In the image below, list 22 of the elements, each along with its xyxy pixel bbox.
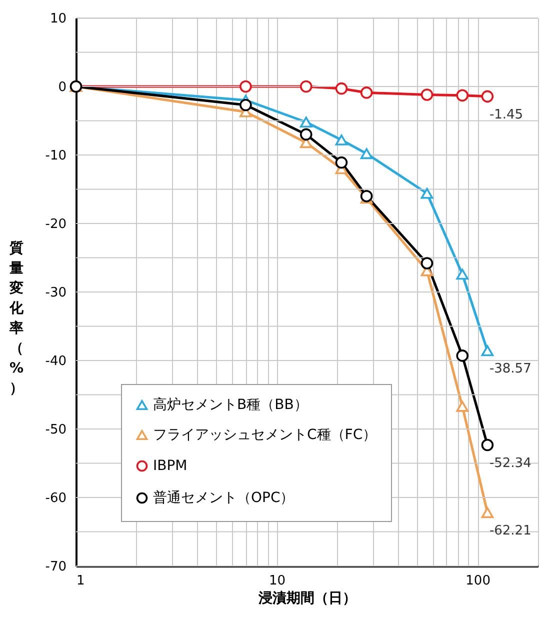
x-tick-label: 100 (466, 574, 490, 588)
y-tick-label: -10 (45, 148, 66, 164)
y-tick-label: -40 (45, 354, 66, 369)
y-tick-label: -60 (45, 491, 66, 506)
data-label: -52.34 (489, 456, 532, 472)
y-tick-label: -20 (45, 217, 66, 232)
y-axis-title: 質量変化率（%） (8, 240, 24, 397)
legend-label: IBPM (153, 458, 188, 474)
x-axis-title: 浸漬期間（日） (258, 590, 356, 606)
y-tick-label: -30 (45, 286, 66, 300)
y-tick-label: -50 (45, 422, 66, 438)
y-tick-label: -70 (45, 560, 66, 574)
data-label: -38.57 (489, 362, 532, 377)
x-tick-label: 10 (269, 574, 286, 588)
data-label: -62.21 (489, 524, 532, 539)
legend-label: フライアッシュセメントC種（FC） (153, 427, 377, 443)
data-label: -1.45 (489, 107, 524, 122)
x-tick-label: 1 (76, 574, 85, 588)
y-tick-label: 10 (50, 12, 66, 26)
legend-label: 普通セメント（OPC） (153, 489, 294, 506)
y-tick-label: 0 (58, 80, 66, 95)
legend-label: 高炉セメントB種（BB） (153, 397, 308, 413)
